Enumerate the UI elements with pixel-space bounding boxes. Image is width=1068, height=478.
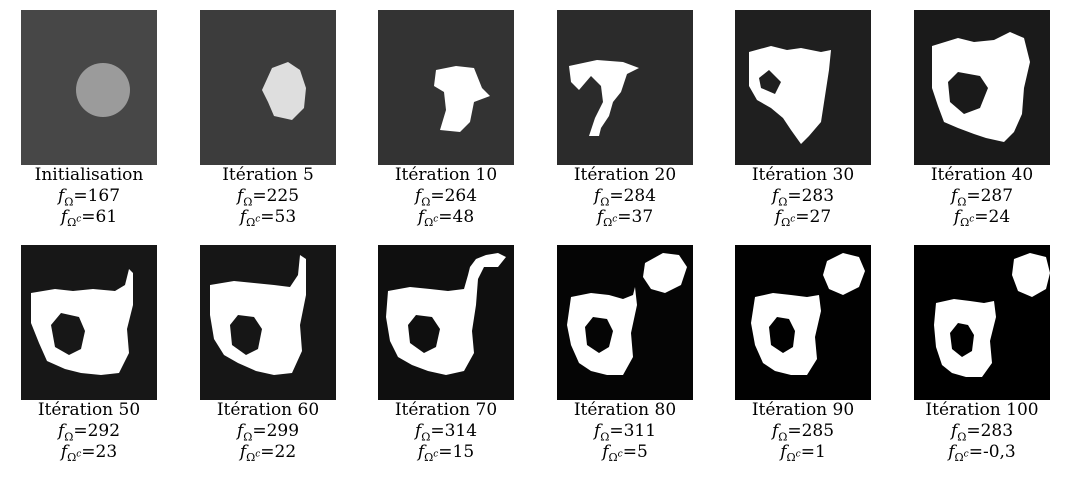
iteration-panel-6: Itération 40 fΩ=287 fΩc=24: [897, 10, 1067, 228]
panel-caption: Itération 40 fΩ=287 fΩc=24: [897, 165, 1067, 228]
panel-caption: Itération 90 fΩ=285 fΩc=1: [718, 400, 888, 463]
iteration-label: Itération 50: [37, 400, 141, 420]
iteration-label: Itération 40: [930, 165, 1034, 185]
f-omega-value: fΩ=314: [414, 421, 478, 444]
iteration-label: Itération 10: [394, 165, 498, 185]
segmentation-image: [21, 10, 157, 165]
f-omega-complement-value: fΩc=15: [417, 442, 475, 465]
f-omega-complement-value: fΩc=24: [953, 207, 1011, 230]
panel-caption: Itération 80 fΩ=311 fΩc=5: [540, 400, 710, 463]
iteration-label: Itération 90: [751, 400, 855, 420]
iteration-label: Itération 30: [751, 165, 855, 185]
iteration-panel-8: Itération 60 fΩ=299 fΩc=22: [183, 245, 353, 463]
f-omega-complement-value: fΩc=1: [780, 442, 826, 465]
segmentation-image: [200, 245, 336, 400]
segmentation-image: [557, 10, 693, 165]
f-omega-value: fΩ=225: [236, 186, 300, 209]
iteration-label: Initialisation: [34, 165, 144, 185]
panel-caption: Itération 10 fΩ=264 fΩc=48: [361, 165, 531, 228]
panel-caption: Itération 50 fΩ=292 fΩc=23: [4, 400, 174, 463]
f-omega-complement-value: fΩc=61: [60, 207, 118, 230]
panel-caption: Itération 100 fΩ=283 fΩc=-0,3: [897, 400, 1067, 463]
segmentation-image: [914, 10, 1050, 165]
segmentation-image: [21, 245, 157, 400]
iteration-panel-2: Itération 5 fΩ=225 fΩc=53: [183, 10, 353, 228]
f-omega-complement-value: fΩc=5: [602, 442, 648, 465]
iteration-panel-9: Itération 70 fΩ=314 fΩc=15: [361, 245, 531, 463]
panel-caption: Itération 70 fΩ=314 fΩc=15: [361, 400, 531, 463]
f-omega-value: fΩ=285: [771, 421, 835, 444]
iteration-label: Itération 100: [925, 400, 1039, 420]
f-omega-value: fΩ=299: [236, 421, 300, 444]
segmentation-image: [557, 245, 693, 400]
iteration-panel-11: Itération 90 fΩ=285 fΩc=1: [718, 245, 888, 463]
f-omega-value: fΩ=283: [950, 421, 1014, 444]
f-omega-value: fΩ=311: [593, 421, 657, 444]
panel-caption: Itération 20 fΩ=284 fΩc=37: [540, 165, 710, 228]
f-omega-complement-value: fΩc=37: [596, 207, 654, 230]
f-omega-value: fΩ=284: [593, 186, 657, 209]
iteration-label: Itération 80: [573, 400, 677, 420]
panel-caption: Itération 5 fΩ=225 fΩc=53: [183, 165, 353, 228]
f-omega-value: fΩ=167: [57, 186, 121, 209]
segmentation-image: [200, 10, 336, 165]
iteration-panel-3: Itération 10 fΩ=264 fΩc=48: [361, 10, 531, 228]
segmentation-image: [378, 245, 514, 400]
panel-caption: Itération 30 fΩ=283 fΩc=27: [718, 165, 888, 228]
segmentation-image: [378, 10, 514, 165]
iteration-label: Itération 60: [216, 400, 320, 420]
iteration-panel-1: Initialisation fΩ=167 fΩc=61: [4, 10, 174, 228]
f-omega-complement-value: fΩc=48: [417, 207, 475, 230]
iteration-panel-10: Itération 80 fΩ=311 fΩc=5: [540, 245, 710, 463]
f-omega-value: fΩ=287: [950, 186, 1014, 209]
iteration-label: Itération 5: [222, 165, 314, 185]
f-omega-complement-value: fΩc=22: [239, 442, 297, 465]
panel-caption: Initialisation fΩ=167 fΩc=61: [4, 165, 174, 228]
panel-caption: Itération 60 fΩ=299 fΩc=22: [183, 400, 353, 463]
f-omega-complement-value: fΩc=27: [774, 207, 832, 230]
iteration-panel-4: Itération 20 fΩ=284 fΩc=37: [540, 10, 710, 228]
iteration-label: Itération 70: [394, 400, 498, 420]
f-omega-complement-value: fΩc=-0,3: [948, 442, 1016, 465]
f-omega-value: fΩ=283: [771, 186, 835, 209]
f-omega-complement-value: fΩc=53: [239, 207, 297, 230]
segmentation-image: [735, 10, 871, 165]
iteration-label: Itération 20: [573, 165, 677, 185]
iteration-panel-5: Itération 30 fΩ=283 fΩc=27: [718, 10, 888, 228]
f-omega-value: fΩ=264: [414, 186, 478, 209]
f-omega-complement-value: fΩc=23: [60, 442, 118, 465]
segmentation-image: [914, 245, 1050, 400]
f-omega-value: fΩ=292: [57, 421, 121, 444]
segmentation-image: [735, 245, 871, 400]
iteration-panel-7: Itération 50 fΩ=292 fΩc=23: [4, 245, 174, 463]
iteration-panel-12: Itération 100 fΩ=283 fΩc=-0,3: [897, 245, 1067, 463]
